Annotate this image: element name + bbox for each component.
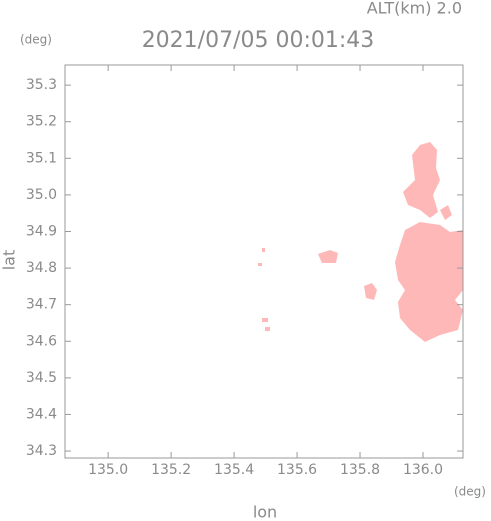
y-tick-label: 35.1 — [26, 150, 57, 166]
x-tick-label: 135.4 — [214, 462, 254, 478]
radar-echo — [258, 142, 463, 342]
chart-title: 2021/07/05 00:01:43 — [142, 28, 375, 53]
x-tick-label: 135.6 — [277, 462, 317, 478]
plot-frame — [64, 64, 464, 459]
x-tick-label: 135.8 — [340, 462, 380, 478]
y-tick-label: 34.7 — [26, 297, 57, 313]
y-tick-label: 34.3 — [26, 443, 57, 459]
y-tick-label: 34.5 — [26, 370, 57, 386]
y-tick-label: 35.3 — [26, 77, 57, 93]
x-tick-label: 135.0 — [88, 462, 128, 478]
y-tick-label: 35.2 — [26, 114, 57, 130]
y-tick-label: 34.4 — [26, 406, 57, 422]
y-tick-label: 34.6 — [26, 333, 57, 349]
y-tick-label: 34.9 — [26, 223, 57, 239]
y-tick-label: 34.8 — [26, 260, 57, 276]
y-unit: (deg) — [20, 33, 52, 47]
subtitle: ALT(km) 2.0 — [367, 0, 462, 18]
y-tick-label: 35.0 — [26, 187, 57, 203]
x-axis-label: lon — [253, 503, 277, 521]
x-tick-label: 135.2 — [151, 462, 191, 478]
y-axis-label: lat — [0, 250, 19, 271]
x-tick-label: 136.0 — [403, 462, 443, 478]
x-unit: (deg) — [454, 485, 486, 499]
